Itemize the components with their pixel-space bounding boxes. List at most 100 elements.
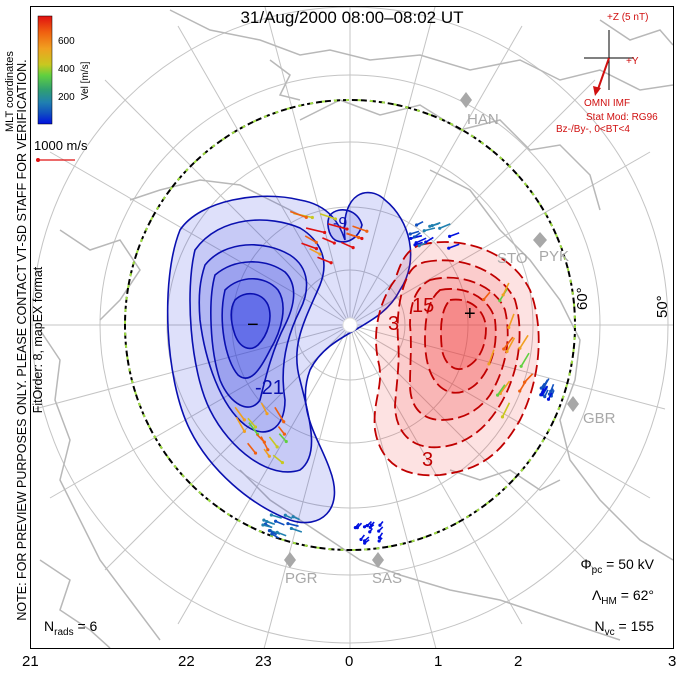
velocity-vector-origin — [265, 412, 269, 416]
velocity-vector-origin — [428, 224, 432, 228]
map-title: 31/Aug/2000 08:00–08:02 UT — [240, 8, 464, 27]
colorbar-tick-400: 400 — [58, 64, 75, 75]
velocity-vector-origin — [291, 515, 295, 519]
velocity-vector — [352, 225, 368, 232]
pole-marker — [342, 317, 358, 333]
velocity-vector-origin — [267, 454, 271, 458]
velocity-vector-origin — [500, 415, 505, 419]
velocity-vector — [501, 402, 511, 418]
neg-cell-sign: − — [247, 314, 259, 336]
colorbar-tick-600: 600 — [58, 36, 75, 47]
velocity-vector-origin — [275, 530, 279, 534]
velocity-vector — [271, 514, 282, 519]
stat-lambda-hm-value: 62° — [632, 587, 654, 603]
velocity-vector — [341, 241, 354, 249]
velocity-vector-origin — [507, 325, 511, 330]
velocity-vector — [289, 210, 307, 219]
plot-frame — [30, 6, 674, 649]
velocity-vector-origin — [414, 241, 418, 245]
velocity-vector-origin — [280, 460, 285, 465]
velocity-vectors — [234, 210, 555, 545]
velocity-vector — [520, 352, 530, 367]
velocity-vector-origin — [333, 217, 338, 221]
positive-cell — [373, 241, 540, 477]
velocity-vector — [523, 373, 534, 383]
velocity-vector-origin — [275, 445, 279, 449]
coord-system-label: MLT coordinates — [4, 51, 16, 132]
velocity-vector — [415, 237, 427, 244]
imf-y-label: +Y — [626, 56, 639, 67]
station-sas: SAS — [372, 570, 403, 587]
stat-n-vc: Nvc = 155 — [594, 618, 654, 638]
velocity-vector-origin — [359, 537, 363, 542]
imf-condition: Bz-/By-, 0<BT<4 — [556, 124, 630, 135]
velocity-vector-origin — [353, 526, 357, 530]
pos-cell-sign: + — [464, 303, 476, 325]
velocity-vector-origin — [360, 236, 364, 241]
velocity-vector-origin — [286, 521, 290, 526]
velocity-vector — [256, 433, 265, 443]
velocity-vector — [424, 227, 436, 232]
mlt-tick-21: 21 — [22, 653, 39, 670]
velocity-vector-origin — [289, 526, 293, 531]
velocity-vector-origin — [314, 246, 319, 251]
velocity-vector-origin — [540, 392, 544, 397]
velocity-vector-origin — [362, 539, 367, 543]
velocity-vector-origin — [522, 380, 527, 384]
velocity-vector — [260, 402, 268, 415]
velocity-vector-origin — [438, 226, 442, 230]
lat-label-50: 50° — [654, 295, 671, 318]
velocity-vector — [483, 291, 491, 301]
velocity-vector — [327, 223, 348, 230]
velocity-vector — [346, 232, 359, 239]
velocity-vector-origin — [284, 439, 288, 444]
velocity-vector — [274, 406, 285, 423]
velocity-vector — [248, 422, 259, 435]
velocity-vector-origin — [242, 429, 247, 433]
velocity-vector — [278, 433, 287, 443]
station-pgr: PGR — [285, 570, 318, 587]
velocity-vector — [317, 256, 332, 264]
velocity-vector-origin — [329, 261, 333, 265]
velocity-vector-origin — [357, 235, 361, 240]
station-pyk: PYK — [539, 248, 570, 265]
velocity-vector-origin — [266, 448, 270, 452]
velocity-vector-origin — [409, 236, 413, 241]
velocity-vector — [234, 406, 245, 421]
velocity-vector-origin — [261, 523, 265, 527]
velocity-vector — [508, 313, 515, 328]
velocity-vector — [301, 242, 317, 250]
velocity-vector-origin — [546, 397, 551, 401]
velocity-vector — [235, 416, 246, 432]
velocity-vector-origin — [310, 215, 314, 220]
station-marker-han — [460, 92, 472, 108]
station-sto: STO — [497, 250, 528, 267]
velocity-vector-origin — [365, 523, 369, 528]
velocity-vector-origin — [377, 539, 381, 543]
station-han: HAN — [467, 111, 499, 128]
velocity-vector-origin — [267, 529, 272, 533]
imf-stat-mod: Stat Mod: RG96 — [586, 112, 658, 123]
stat-n-rads: Nrads = 6 — [44, 618, 98, 638]
stat-phi-pc-value: 50 kV — [618, 556, 654, 572]
velocity-vector — [268, 436, 278, 448]
mlt-tick-1: 1 — [434, 653, 443, 670]
scale-vector-dot — [36, 158, 40, 162]
mlt-tick-2: 2 — [514, 653, 523, 670]
velocity-vector — [272, 454, 283, 464]
station-marker-sas — [372, 552, 384, 568]
velocity-vector-origin — [318, 252, 322, 256]
velocity-vector — [319, 213, 336, 220]
lat-label-60: 60° — [574, 287, 591, 310]
velocity-vector — [322, 237, 335, 244]
velocity-vector-origin — [265, 519, 269, 524]
velocity-vector-origin — [447, 246, 451, 250]
negative-cell — [166, 191, 412, 524]
station-marker-pgr — [284, 552, 296, 568]
velocity-vector-origin — [332, 241, 336, 245]
velocity-vector-origin — [518, 346, 522, 350]
velocity-vector — [503, 336, 514, 350]
velocity-vector-origin — [253, 451, 258, 455]
